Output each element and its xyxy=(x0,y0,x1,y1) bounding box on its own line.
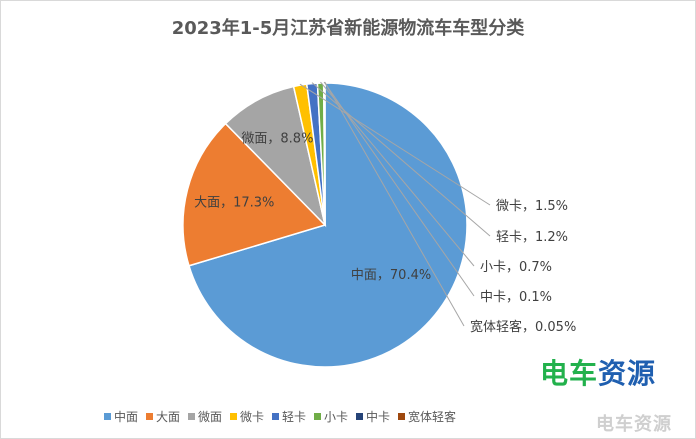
legend-label-7: 宽体轻客 xyxy=(408,410,457,424)
pie-data-label-6: 中卡，0.1% xyxy=(480,290,552,305)
legend-item-4: 轻卡 xyxy=(272,408,306,425)
legend-swatch-2 xyxy=(187,413,195,420)
pie-data-label-5: 小卡，0.7% xyxy=(480,260,552,275)
pie-data-label-7: 宽体轻客，0.05% xyxy=(470,319,576,335)
legend-item-3: 微卡 xyxy=(229,408,264,425)
legend-swatch-4 xyxy=(272,413,279,420)
legend-label-6: 中卡 xyxy=(366,410,391,424)
legend-label-2: 微面 xyxy=(197,410,222,424)
legend-swatch-6 xyxy=(356,413,364,420)
chart-title: 2023年1-5月江苏省新能源物流车车型分类 xyxy=(171,18,525,39)
pie-data-label-3: 微卡，1.5% xyxy=(496,199,568,214)
watermark-logo-part2: 资源 xyxy=(598,357,657,390)
legend-item-0: 中面 xyxy=(103,408,138,425)
pie-data-label-4: 轻卡，1.2% xyxy=(496,230,568,245)
pie-slice-0 xyxy=(188,82,468,368)
pie-slice-1 xyxy=(182,122,327,267)
pie-chart: 中面，70.4% 大面，17.3% 微面，8.8% 微卡，1.5% 轻卡，1.2% 小卡，… xyxy=(182,81,576,368)
legend-swatch-0 xyxy=(103,413,111,420)
pie-data-label-2: 微面，8.8% xyxy=(241,132,313,147)
legend-item-5: 小卡 xyxy=(314,408,348,425)
legend-label-0: 中面 xyxy=(113,410,138,424)
legend-item-1: 大面 xyxy=(145,408,180,425)
legend-item-2: 微面 xyxy=(187,408,222,425)
pie-leader-line-6 xyxy=(323,81,475,297)
watermark-logo: 电车资源 xyxy=(540,352,656,392)
legend-item-6: 中卡 xyxy=(356,408,390,425)
watermark-corner-text: 电车资源 xyxy=(596,414,672,435)
legend-label-1: 大面 xyxy=(155,410,180,424)
legend-label-5: 小卡 xyxy=(324,410,349,424)
pie-leader-line-7 xyxy=(324,81,465,327)
legend-swatch-7 xyxy=(398,413,406,420)
legend-swatch-3 xyxy=(229,413,237,420)
pie-data-label-1: 大面，17.3% xyxy=(194,196,274,211)
legend-swatch-1 xyxy=(145,413,153,420)
legend-label-3: 微卡 xyxy=(239,410,264,424)
pie-data-label-0: 中面，70.4% xyxy=(351,268,431,283)
legend-label-4: 轻卡 xyxy=(282,410,307,424)
pie-leader-line-3 xyxy=(299,83,491,206)
legend: 中面 大面 微面 微卡 轻卡 小卡 中卡 宽体轻客 xyxy=(0,408,560,425)
legend-item-7: 宽体轻客 xyxy=(398,408,456,425)
watermark-logo-part1: 电车 xyxy=(540,357,599,390)
legend-swatch-5 xyxy=(314,413,322,420)
